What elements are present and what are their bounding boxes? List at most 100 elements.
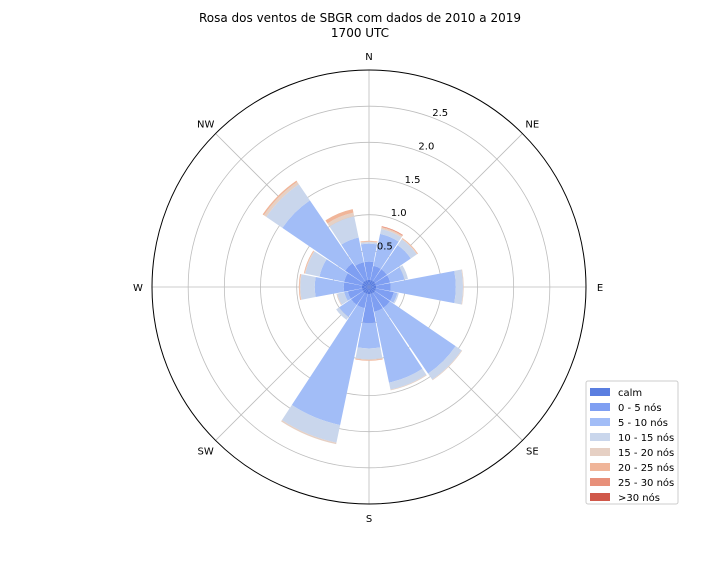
bar-NNW-3 bbox=[329, 216, 359, 245]
bar-ENE-2 bbox=[387, 267, 405, 283]
bar-NNW-0 bbox=[365, 279, 369, 287]
bar-SSW-4 bbox=[281, 420, 337, 445]
chart-title: Rosa dos ventos de SBGR com dados de 201… bbox=[199, 11, 521, 25]
bar-NE-3 bbox=[397, 239, 417, 259]
bar-WSW-4 bbox=[336, 293, 342, 306]
bar-NE-4 bbox=[401, 238, 418, 255]
radial-tick-label-1: 1.0 bbox=[391, 208, 407, 219]
bar-WNW-2 bbox=[319, 259, 348, 282]
radial-tick-label-0: 0.5 bbox=[377, 242, 393, 253]
bar-SSW-0 bbox=[365, 287, 369, 295]
bar-ESE-1 bbox=[375, 288, 394, 301]
bar-WNW-4 bbox=[304, 250, 315, 274]
bar-SSE-3 bbox=[388, 368, 427, 390]
bar-NNW-4 bbox=[327, 212, 355, 227]
direction-label-SE: SE bbox=[526, 446, 539, 457]
polar-frame bbox=[151, 69, 587, 505]
legend-swatch-1 bbox=[590, 403, 610, 411]
bar-WSW-1 bbox=[347, 288, 363, 299]
bar-SE-1 bbox=[373, 291, 390, 308]
bar-NNE-5 bbox=[381, 226, 403, 237]
bar-NE-0 bbox=[369, 281, 375, 287]
bar-W-5 bbox=[298, 273, 301, 301]
bar-N-4 bbox=[360, 241, 378, 243]
bar-SSW-3 bbox=[281, 405, 341, 443]
radial-tick-label-4: 2.5 bbox=[432, 108, 448, 119]
legend-label-2: 5 - 10 nós bbox=[618, 417, 668, 429]
bar-NW-5 bbox=[262, 180, 298, 216]
bar-N-3 bbox=[360, 242, 378, 245]
bar-NW-4 bbox=[263, 181, 299, 217]
bar-NW-0 bbox=[363, 281, 369, 287]
bar-SSE-0 bbox=[369, 287, 373, 295]
bar-ESE-2 bbox=[390, 292, 398, 303]
bar-N-5 bbox=[360, 240, 378, 243]
radial-tick-label-3: 2.0 bbox=[418, 141, 434, 152]
bar-NNW-5 bbox=[325, 209, 354, 224]
legend-label-0: calm bbox=[618, 388, 642, 399]
bar-SW-2 bbox=[339, 299, 357, 317]
legend-label-7: >30 nós bbox=[618, 492, 660, 504]
direction-label-N: N bbox=[365, 52, 372, 63]
direction-label-NW: NW bbox=[197, 120, 214, 131]
bar-S-0 bbox=[367, 287, 371, 295]
legend: calm 0 - 5 nós 5 - 10 nós 10 - 15 nós 15 - 2… bbox=[585, 380, 679, 505]
bar-E-4 bbox=[461, 269, 464, 305]
outer-circle bbox=[151, 69, 587, 505]
direction-label-W: W bbox=[133, 283, 143, 294]
legend-swatch-0 bbox=[590, 388, 610, 396]
bar-SW-3 bbox=[336, 307, 349, 320]
bar-E-2 bbox=[390, 270, 456, 304]
bar-W-2 bbox=[314, 276, 345, 298]
bar-W-4 bbox=[299, 274, 302, 300]
bar-WNW-3 bbox=[305, 251, 327, 277]
bar-WNW-0 bbox=[361, 283, 369, 287]
bar-N-0 bbox=[367, 279, 371, 287]
bar-ENE-0 bbox=[369, 283, 377, 287]
bar-ESE-0 bbox=[369, 287, 377, 291]
bar-NNE-1 bbox=[370, 265, 381, 281]
bar-NE-2 bbox=[381, 245, 411, 275]
bar-NNE-2 bbox=[373, 233, 399, 269]
bar-NNE-6 bbox=[381, 226, 404, 236]
direction-label-NE: NE bbox=[525, 120, 539, 131]
bar-NNW-1 bbox=[355, 262, 368, 281]
axis-labels: N NE E SE S SW W NW 0.5 1.0 1.5 2.0 2.5 bbox=[133, 52, 603, 525]
legend-label-4: 15 - 20 nós bbox=[618, 447, 674, 459]
bar-E-3 bbox=[454, 269, 464, 305]
bar-NW-1 bbox=[345, 263, 365, 283]
wind-bars bbox=[262, 180, 464, 445]
bar-ENE-1 bbox=[375, 275, 391, 286]
bar-W-3 bbox=[300, 274, 316, 300]
chart-subtitle: 1700 UTC bbox=[331, 26, 389, 40]
legend-label-5: 20 - 25 nós bbox=[618, 462, 674, 474]
bar-WNW-5 bbox=[303, 250, 314, 274]
bar-E-1 bbox=[376, 282, 391, 292]
bar-S-1 bbox=[362, 294, 376, 324]
bar-NNE-4 bbox=[381, 227, 403, 238]
bar-NNE-0 bbox=[369, 279, 373, 287]
bar-WSW-3 bbox=[337, 292, 348, 305]
bar-SSW-2 bbox=[291, 305, 365, 426]
bar-NE-1 bbox=[373, 269, 387, 283]
radial-tick-label-2: 1.5 bbox=[405, 175, 421, 186]
bar-S-2 bbox=[357, 322, 381, 349]
bar-SSE-1 bbox=[370, 293, 383, 312]
bar-SW-1 bbox=[351, 291, 365, 305]
bar-ENE-3 bbox=[399, 265, 408, 280]
direction-label-S: S bbox=[366, 514, 372, 525]
bar-S-5 bbox=[355, 358, 383, 361]
bar-N-2 bbox=[360, 243, 378, 263]
legend-label-3: 10 - 15 nós bbox=[618, 432, 674, 444]
legend-label-1: 0 - 5 nós bbox=[618, 402, 662, 414]
bar-NW-2 bbox=[282, 200, 353, 271]
legend-swatch-4 bbox=[590, 448, 610, 456]
legend-label-6: 25 - 30 nós bbox=[618, 477, 674, 489]
bar-NNW-2 bbox=[341, 237, 364, 266]
bar-SE-2 bbox=[383, 301, 456, 374]
bar-NNE-3 bbox=[380, 228, 402, 242]
legend-swatch-3 bbox=[590, 433, 610, 441]
bar-ESE-3 bbox=[393, 292, 399, 304]
legend-swatch-7 bbox=[590, 493, 610, 501]
